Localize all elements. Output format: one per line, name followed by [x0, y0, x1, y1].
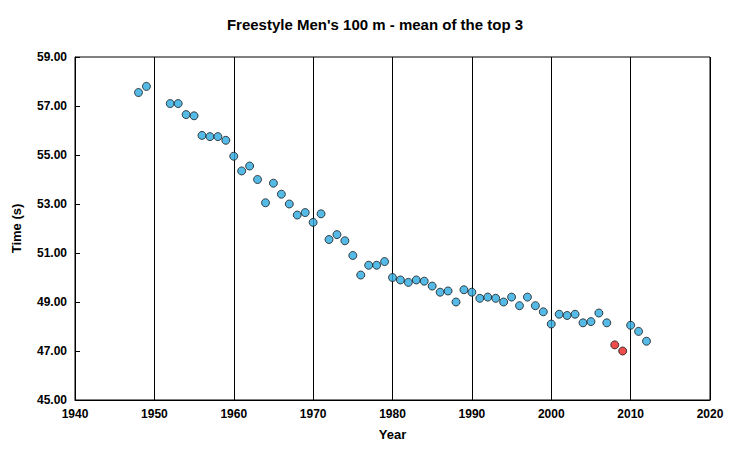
svg-text:2010: 2010 — [617, 407, 644, 421]
svg-text:1960: 1960 — [220, 407, 247, 421]
svg-text:Year: Year — [379, 427, 406, 442]
svg-text:55.00: 55.00 — [37, 148, 67, 162]
svg-text:1950: 1950 — [141, 407, 168, 421]
svg-text:1970: 1970 — [300, 407, 327, 421]
svg-text:1980: 1980 — [379, 407, 406, 421]
svg-text:Time (s): Time (s) — [9, 204, 24, 254]
svg-text:2000: 2000 — [538, 407, 565, 421]
svg-text:53.00: 53.00 — [37, 197, 67, 211]
svg-text:47.00: 47.00 — [37, 344, 67, 358]
svg-text:Freestyle Men's 100 m - mean o: Freestyle Men's 100 m - mean of the top … — [227, 16, 523, 33]
svg-text:1990: 1990 — [459, 407, 486, 421]
svg-text:59.00: 59.00 — [37, 50, 67, 64]
svg-text:57.00: 57.00 — [37, 99, 67, 113]
svg-text:49.00: 49.00 — [37, 295, 67, 309]
svg-text:45.00: 45.00 — [37, 393, 67, 407]
svg-text:51.00: 51.00 — [37, 246, 67, 260]
svg-text:2020: 2020 — [697, 407, 724, 421]
svg-text:1940: 1940 — [62, 407, 89, 421]
